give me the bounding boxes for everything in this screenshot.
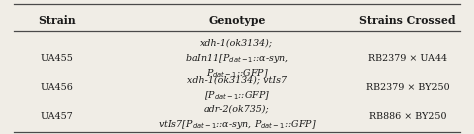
- Text: xdh-1(ok3134); vtIs7: xdh-1(ok3134); vtIs7: [187, 76, 287, 85]
- Text: P$_{dat-1}$::GFP]: P$_{dat-1}$::GFP]: [206, 67, 268, 80]
- Text: UA455: UA455: [40, 54, 73, 63]
- Text: vtIs7[P$_{dat-1}$::α-syn, P$_{dat-1}$::GFP]: vtIs7[P$_{dat-1}$::α-syn, P$_{dat-1}$::G…: [158, 118, 316, 131]
- Text: xdh-1(ok3134);: xdh-1(ok3134);: [201, 38, 273, 47]
- Text: UA456: UA456: [40, 83, 73, 92]
- Text: RB2379 × BY250: RB2379 × BY250: [366, 83, 449, 92]
- Text: RB886 × BY250: RB886 × BY250: [369, 112, 447, 121]
- Text: Strains Crossed: Strains Crossed: [359, 15, 456, 26]
- Text: adr-2(ok735);: adr-2(ok735);: [204, 104, 270, 113]
- Text: RB2379 × UA44: RB2379 × UA44: [368, 54, 447, 63]
- Text: Strain: Strain: [38, 15, 76, 26]
- Text: baIn11[P$_{dat-1}$::α-syn,: baIn11[P$_{dat-1}$::α-syn,: [185, 52, 289, 65]
- Text: [P$_{dat-1}$::GFP]: [P$_{dat-1}$::GFP]: [204, 89, 270, 102]
- Text: UA457: UA457: [40, 112, 73, 121]
- Text: Genotype: Genotype: [208, 15, 266, 26]
